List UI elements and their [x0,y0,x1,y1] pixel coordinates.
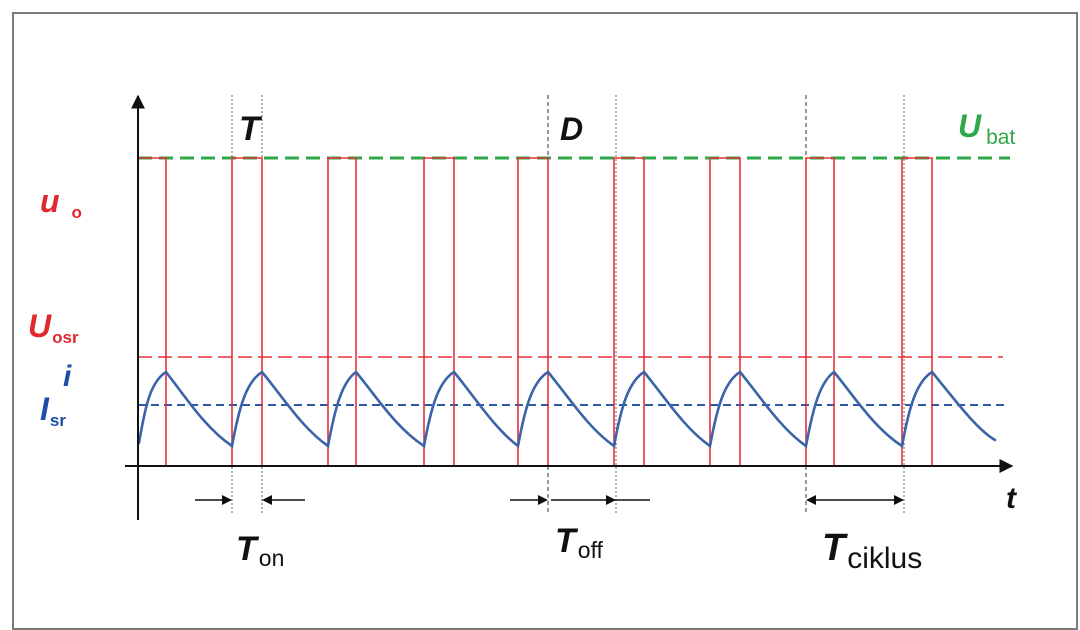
tciklus-dimension [806,495,904,505]
toff-dimension [510,495,650,505]
ubat-label: U bat [958,108,1015,149]
pwm-pulse-train [137,157,978,467]
pwm-waveform-diagram: t T D u o U osr i I sr U bat T on T off … [28,94,1018,575]
T-label: T [239,110,263,148]
uosr-label: U osr [28,308,79,347]
u-o-label: u o [40,183,82,222]
current-waveform [137,370,997,449]
t-axis-label: t [1006,482,1018,515]
toff-label: T off [555,522,604,563]
ton-dimension [195,495,305,505]
tciklus-label: T ciklus [822,527,922,575]
isr-label: I sr [40,391,66,430]
figure-frame [12,12,1078,630]
D-label: D [560,111,583,147]
ton-label: T on [236,530,284,571]
i-label: i [63,360,72,393]
